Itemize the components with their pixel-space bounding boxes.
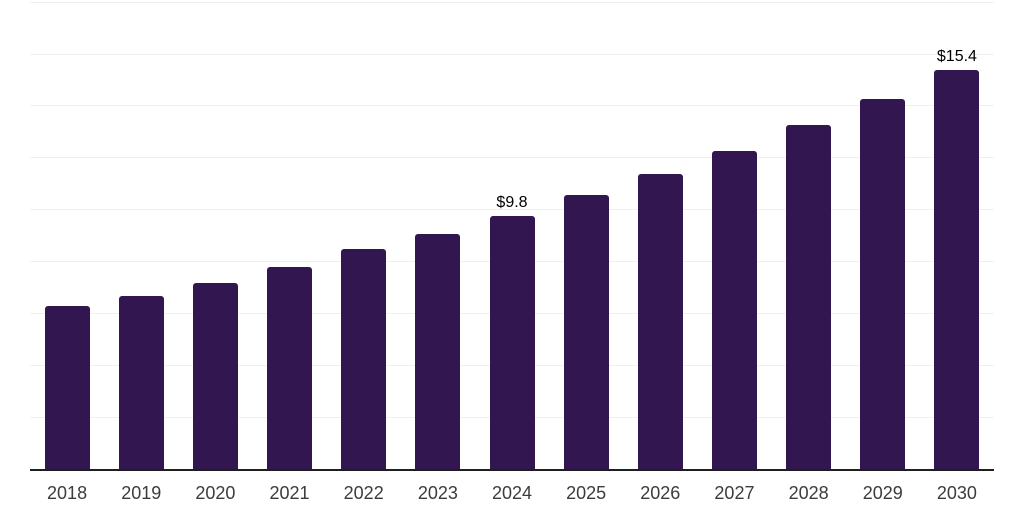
gridline-10 <box>30 209 994 211</box>
x-tick-label-2022: 2022 <box>343 483 384 503</box>
x-tick-label-2024: 2024 <box>491 483 533 503</box>
bar-value-label-2030: $15.4 <box>936 48 977 66</box>
x-tick-label-2025: 2025 <box>566 483 607 503</box>
bar-2030 <box>934 70 980 470</box>
bar-value-label-2024: $9.8 <box>496 193 528 211</box>
bar-2018 <box>44 306 90 470</box>
x-axis-line <box>30 469 994 471</box>
bar-2025 <box>563 194 609 470</box>
x-tick-label-2021: 2021 <box>269 483 310 503</box>
gridline-18 <box>30 1 994 3</box>
x-tick-label-2020: 2020 <box>195 483 236 503</box>
x-tick-label-2023: 2023 <box>417 483 458 503</box>
x-tick-label-2029: 2029 <box>862 483 903 503</box>
bar-2021 <box>267 267 313 470</box>
plot-area: $9.8 $15.4 <box>30 0 994 470</box>
bar-2029 <box>860 98 906 470</box>
gridline-14 <box>30 105 994 107</box>
bar-2019 <box>118 296 164 470</box>
bar-2023 <box>415 233 461 470</box>
bar-2020 <box>192 283 238 470</box>
x-tick-label-2030: 2030 <box>936 483 977 503</box>
bar-2028 <box>786 124 832 470</box>
x-tick-label-2028: 2028 <box>788 483 829 503</box>
x-tick-label-2019: 2019 <box>121 483 162 503</box>
bar-2024 <box>489 215 535 470</box>
x-tick-label-2026: 2026 <box>640 483 681 503</box>
x-tick-label-2027: 2027 <box>714 483 755 503</box>
gridline-12 <box>30 157 994 159</box>
bar-2026 <box>637 173 683 470</box>
bar-2022 <box>341 249 387 470</box>
x-tick-label-2018: 2018 <box>47 483 88 503</box>
gridline-16 <box>30 53 994 55</box>
bar-2027 <box>711 150 757 470</box>
